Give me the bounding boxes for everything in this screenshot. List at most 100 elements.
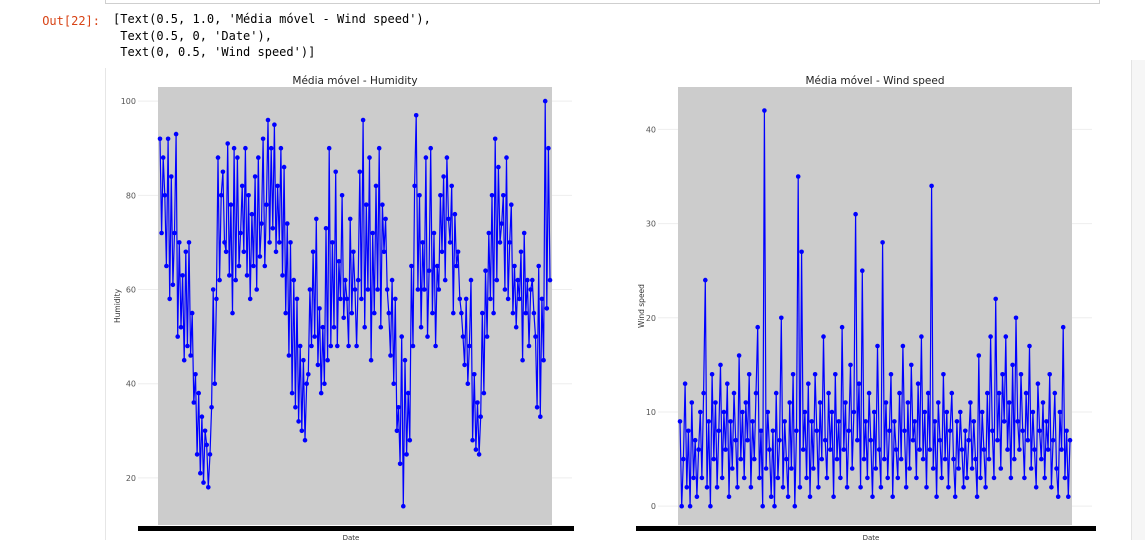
- data-point: [811, 466, 816, 471]
- data-point: [787, 400, 792, 405]
- output-line: Text(0, 0.5, 'Wind speed')]: [113, 45, 316, 59]
- y-tick-label: 20: [646, 314, 656, 323]
- data-point: [330, 240, 335, 245]
- data-point: [312, 334, 317, 339]
- data-point: [855, 437, 860, 443]
- data-point: [470, 437, 475, 443]
- data-point: [689, 400, 695, 405]
- data-point: [273, 249, 279, 255]
- data-point: [750, 419, 755, 424]
- data-point: [785, 494, 791, 500]
- data-point: [260, 136, 266, 142]
- data-point: [542, 98, 548, 104]
- data-point: [758, 428, 764, 434]
- data-point: [959, 447, 965, 452]
- data-point: [711, 456, 717, 462]
- data-point: [789, 466, 794, 471]
- data-point: [354, 343, 359, 349]
- data-point: [763, 466, 769, 471]
- scrollbar[interactable]: [1131, 60, 1145, 540]
- data-point: [165, 136, 171, 142]
- data-point: [328, 343, 334, 349]
- data-point: [331, 324, 337, 330]
- data-point: [851, 409, 857, 415]
- data-point: [293, 405, 298, 410]
- data-point: [809, 419, 814, 424]
- data-point: [512, 263, 517, 269]
- data-point: [488, 296, 493, 302]
- data-point: [713, 400, 718, 405]
- data-point: [731, 390, 737, 396]
- data-point: [505, 296, 511, 302]
- data-point: [947, 428, 953, 434]
- data-point: [218, 193, 224, 198]
- data-point: [301, 357, 306, 363]
- data-point: [544, 306, 550, 311]
- data-point: [275, 183, 280, 189]
- data-point: [883, 400, 889, 405]
- data-point: [180, 273, 185, 278]
- data-point: [822, 437, 828, 443]
- data-point: [528, 287, 533, 292]
- chart-1: 20 40 60 80 100 Média móvel - Humidity Humidit…: [113, 75, 574, 540]
- data-point: [277, 240, 282, 245]
- data-point: [708, 503, 713, 509]
- data-point: [391, 381, 397, 387]
- data-point: [294, 296, 300, 302]
- data-point: [252, 174, 258, 179]
- data-point: [936, 400, 941, 405]
- data-point: [920, 456, 926, 462]
- data-point: [831, 494, 836, 500]
- data-point: [726, 494, 732, 500]
- data-point: [338, 296, 343, 302]
- data-point: [1032, 447, 1037, 452]
- data-point: [790, 372, 796, 377]
- data-point: [892, 419, 897, 424]
- data-point: [384, 287, 390, 292]
- data-point: [870, 494, 875, 500]
- data-point: [449, 183, 455, 189]
- data-point: [795, 174, 801, 179]
- data-point: [389, 277, 395, 283]
- data-point: [1055, 494, 1061, 500]
- data-point: [849, 466, 855, 471]
- data-point: [378, 324, 384, 330]
- data-point: [863, 419, 868, 424]
- data-point: [1057, 409, 1063, 415]
- data-point: [1049, 485, 1054, 490]
- data-point: [265, 117, 271, 123]
- data-point: [209, 405, 214, 410]
- data-point: [201, 480, 206, 485]
- data-point: [919, 334, 924, 339]
- data-point: [868, 437, 874, 443]
- chart-title: Média móvel - Wind speed: [805, 75, 944, 87]
- data-point: [934, 494, 939, 500]
- data-point: [925, 390, 931, 396]
- data-point: [467, 343, 472, 349]
- data-point: [547, 277, 553, 283]
- data-point: [452, 211, 458, 217]
- data-point: [217, 277, 222, 283]
- data-point: [167, 296, 172, 302]
- data-point: [991, 475, 997, 481]
- data-point: [375, 287, 380, 292]
- data-point: [367, 155, 372, 160]
- data-point: [677, 419, 683, 424]
- data-point: [942, 456, 948, 462]
- data-point: [468, 277, 474, 283]
- data-point: [1067, 437, 1073, 443]
- data-point: [315, 362, 321, 368]
- data-point: [520, 357, 525, 363]
- data-point: [699, 475, 705, 481]
- data-point: [912, 419, 917, 424]
- data-point: [834, 456, 840, 462]
- data-point: [320, 324, 326, 330]
- data-point: [501, 193, 506, 198]
- data-point: [828, 447, 833, 452]
- data-point: [299, 428, 305, 434]
- data-point: [194, 452, 200, 457]
- data-point: [740, 409, 745, 415]
- data-point: [985, 390, 990, 396]
- data-point: [251, 263, 256, 269]
- data-point: [907, 466, 912, 471]
